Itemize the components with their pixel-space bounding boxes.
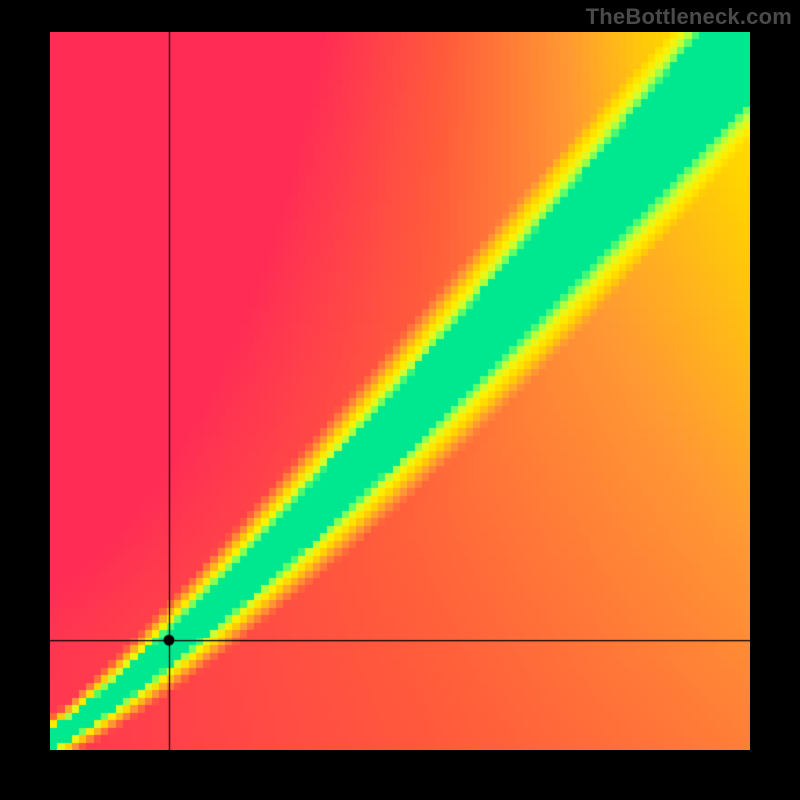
plot-area <box>50 32 750 750</box>
crosshair-overlay <box>50 32 750 750</box>
figure-root: TheBottleneck.com <box>0 0 800 800</box>
attribution-text: TheBottleneck.com <box>586 4 792 30</box>
